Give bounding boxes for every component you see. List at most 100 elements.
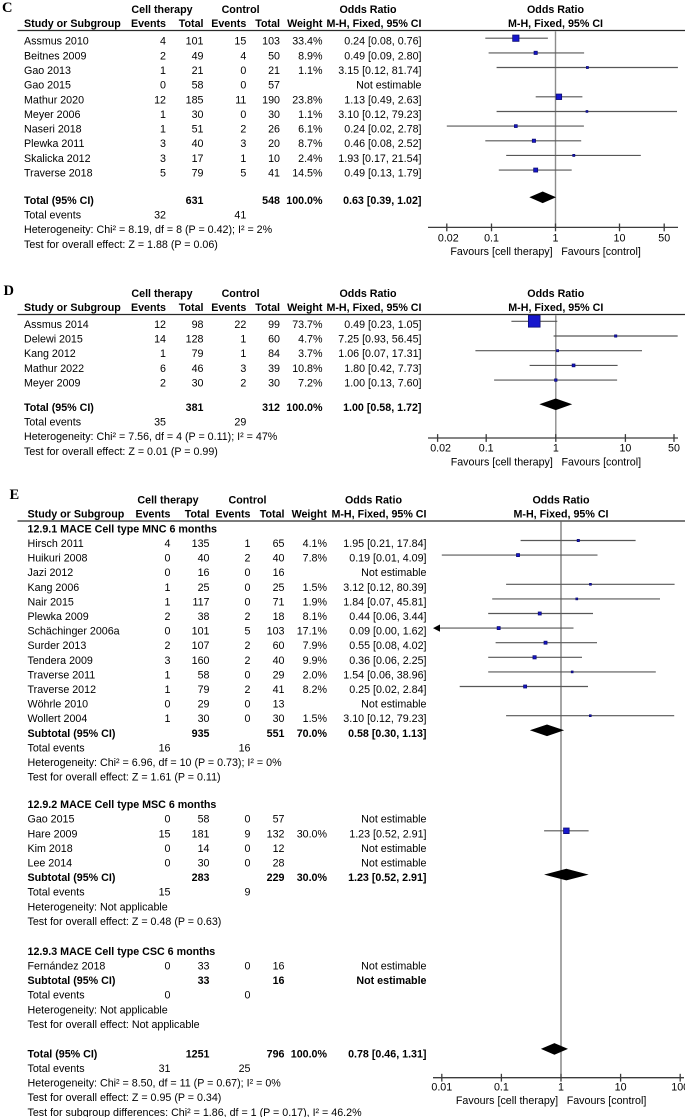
- svg-text:181: 181: [192, 828, 210, 840]
- svg-text:0: 0: [165, 699, 171, 711]
- svg-text:1: 1: [165, 582, 171, 594]
- svg-text:Not estimable: Not estimable: [356, 80, 421, 92]
- svg-text:25: 25: [239, 1063, 251, 1075]
- svg-text:1: 1: [245, 538, 251, 550]
- svg-text:Fernández 2018: Fernández 2018: [28, 961, 106, 973]
- svg-text:381: 381: [186, 402, 204, 414]
- svg-text:46: 46: [192, 363, 204, 375]
- svg-text:Surder 2013: Surder 2013: [28, 640, 87, 652]
- svg-text:0.24 [0.08, 0.76]: 0.24 [0.08, 0.76]: [344, 36, 421, 48]
- svg-text:10.8%: 10.8%: [292, 363, 323, 375]
- svg-text:70.0%: 70.0%: [297, 728, 328, 740]
- svg-text:Favours [cell therapy]: Favours [cell therapy]: [456, 1095, 558, 1107]
- svg-text:Heterogeneity: Not applicable: Heterogeneity: Not applicable: [28, 1004, 168, 1016]
- svg-text:0.63 [0.39, 1.02]: 0.63 [0.39, 1.02]: [343, 195, 421, 207]
- svg-text:160: 160: [192, 655, 210, 667]
- svg-text:0.1: 0.1: [479, 443, 494, 455]
- svg-text:Mathur 2020: Mathur 2020: [24, 94, 84, 106]
- svg-text:Odds Ratio: Odds Ratio: [527, 288, 584, 300]
- svg-text:Traverse 2011: Traverse 2011: [28, 669, 96, 681]
- svg-text:128: 128: [186, 334, 204, 346]
- svg-text:Favours [cell therapy]: Favours [cell therapy]: [451, 456, 553, 468]
- svg-text:Kim 2018: Kim 2018: [28, 843, 73, 855]
- svg-text:3: 3: [240, 363, 246, 375]
- svg-text:3: 3: [165, 655, 171, 667]
- svg-text:1.23 [0.52, 2.91]: 1.23 [0.52, 2.91]: [348, 872, 426, 884]
- svg-text:1: 1: [558, 1082, 564, 1094]
- svg-text:33: 33: [198, 961, 210, 973]
- svg-text:16: 16: [198, 567, 210, 579]
- svg-text:Test for overall effect: Z = 1: Test for overall effect: Z = 1.88 (P = 0…: [24, 239, 218, 251]
- svg-text:13: 13: [273, 699, 285, 711]
- svg-text:7.8%: 7.8%: [303, 553, 328, 565]
- svg-text:631: 631: [186, 195, 204, 207]
- svg-text:935: 935: [192, 728, 210, 740]
- svg-text:100: 100: [671, 1082, 685, 1094]
- svg-text:0.49 [0.13, 1.79]: 0.49 [0.13, 1.79]: [344, 168, 421, 180]
- svg-text:0: 0: [240, 65, 246, 77]
- svg-text:79: 79: [192, 348, 204, 360]
- svg-text:Nair 2015: Nair 2015: [28, 596, 74, 608]
- svg-text:Not estimable: Not estimable: [361, 699, 426, 711]
- svg-text:0: 0: [245, 713, 251, 725]
- svg-text:1: 1: [165, 684, 171, 696]
- svg-text:135: 135: [192, 538, 210, 550]
- svg-text:Subtotal (95% CI): Subtotal (95% CI): [28, 975, 116, 987]
- svg-text:Test for overall effect: Z = 0: Test for overall effect: Z = 0.48 (P = 0…: [28, 916, 222, 928]
- svg-text:0.19 [0.01, 4.09]: 0.19 [0.01, 4.09]: [349, 553, 426, 565]
- svg-text:9: 9: [245, 887, 251, 899]
- svg-text:Skalicka 2012: Skalicka 2012: [24, 153, 91, 165]
- svg-text:30.0%: 30.0%: [297, 828, 328, 840]
- svg-text:Not estimable: Not estimable: [361, 843, 426, 855]
- svg-text:Lee 2014: Lee 2014: [28, 858, 73, 870]
- svg-text:Gao 2013: Gao 2013: [24, 65, 71, 77]
- svg-text:Test for overall effect: Not a: Test for overall effect: Not applicable: [28, 1019, 200, 1031]
- svg-text:30: 30: [268, 109, 280, 121]
- svg-text:1.23 [0.52, 2.91]: 1.23 [0.52, 2.91]: [349, 828, 426, 840]
- svg-text:103: 103: [267, 626, 285, 638]
- svg-text:C: C: [2, 0, 12, 16]
- svg-text:0: 0: [245, 567, 251, 579]
- svg-text:29: 29: [234, 417, 246, 429]
- svg-text:0: 0: [165, 843, 171, 855]
- svg-text:20: 20: [268, 138, 280, 150]
- svg-text:0: 0: [240, 109, 246, 121]
- svg-text:1.54 [0.06, 38.96]: 1.54 [0.06, 38.96]: [343, 669, 426, 681]
- svg-text:3.10 [0.12, 79.23]: 3.10 [0.12, 79.23]: [343, 713, 426, 725]
- svg-text:Gao 2015: Gao 2015: [24, 80, 71, 92]
- svg-text:6: 6: [160, 363, 166, 375]
- svg-text:99: 99: [268, 319, 280, 331]
- svg-text:Events: Events: [211, 18, 246, 30]
- svg-text:71: 71: [273, 596, 285, 608]
- svg-text:Gao 2015: Gao 2015: [28, 814, 75, 826]
- svg-text:Control: Control: [222, 288, 260, 300]
- svg-text:30.0%: 30.0%: [297, 872, 328, 884]
- svg-text:312: 312: [262, 402, 280, 414]
- svg-text:0.49 [0.09, 2.80]: 0.49 [0.09, 2.80]: [344, 50, 421, 62]
- svg-text:1.5%: 1.5%: [303, 582, 328, 594]
- svg-text:Assmus 2010: Assmus 2010: [24, 36, 89, 48]
- svg-text:7.9%: 7.9%: [303, 640, 328, 652]
- svg-text:41: 41: [268, 168, 280, 180]
- svg-text:30: 30: [192, 378, 204, 390]
- svg-text:60: 60: [268, 334, 280, 346]
- svg-text:1.00 [0.13, 7.60]: 1.00 [0.13, 7.60]: [344, 378, 421, 390]
- svg-text:33: 33: [198, 975, 210, 987]
- svg-text:1: 1: [160, 124, 166, 136]
- svg-text:65: 65: [273, 538, 285, 550]
- svg-text:4.7%: 4.7%: [298, 334, 323, 346]
- svg-text:5: 5: [245, 626, 251, 638]
- svg-text:57: 57: [273, 814, 285, 826]
- svg-text:Weight: Weight: [287, 302, 323, 314]
- svg-text:107: 107: [192, 640, 210, 652]
- svg-text:50: 50: [668, 443, 680, 455]
- svg-text:Study or Subgroup: Study or Subgroup: [24, 302, 121, 314]
- svg-text:40: 40: [273, 553, 285, 565]
- svg-text:4.1%: 4.1%: [303, 538, 328, 550]
- svg-text:M-H, Fixed, 95% CI: M-H, Fixed, 95% CI: [331, 509, 426, 521]
- svg-text:3: 3: [240, 138, 246, 150]
- svg-text:101: 101: [186, 36, 204, 48]
- svg-text:0: 0: [245, 990, 251, 1002]
- svg-text:16: 16: [273, 975, 285, 987]
- svg-text:23.8%: 23.8%: [292, 94, 323, 106]
